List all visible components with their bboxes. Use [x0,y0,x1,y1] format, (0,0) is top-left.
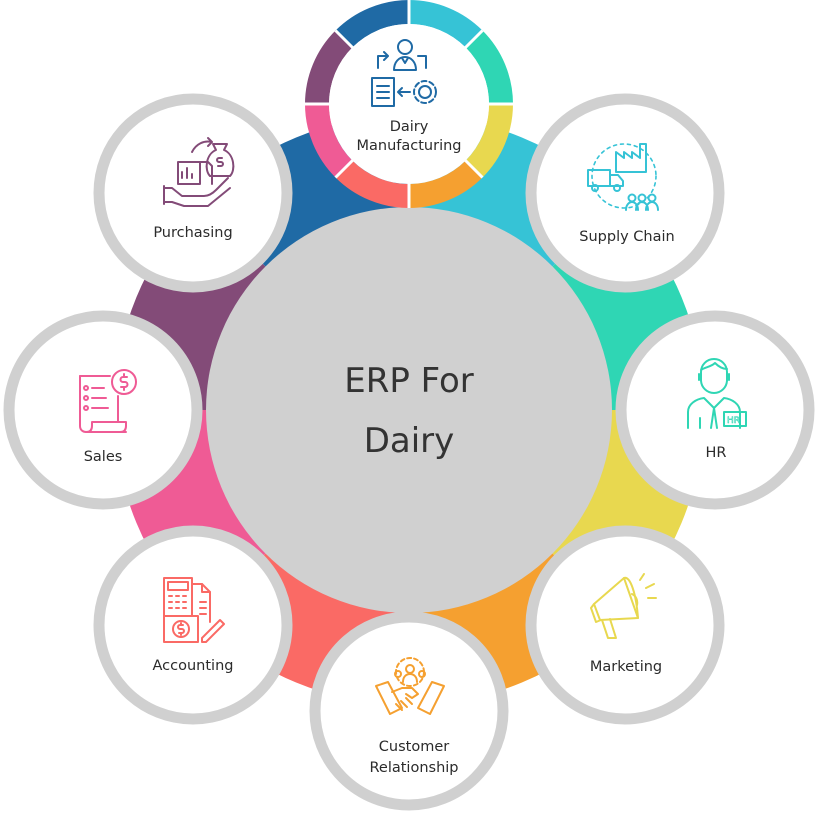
node-purchasing: Purchasing [93,93,293,293]
mini-ring-segment [305,30,353,104]
node-label: HR [706,445,727,461]
node-label: Dairy [390,119,429,135]
top-mini-ring [305,0,513,208]
node-label: Sales [84,449,123,465]
mini-ring-segment [465,104,513,178]
mini-ring-segment [409,0,483,48]
node-accounting: Accounting [93,525,293,725]
node-sales: Sales [3,310,203,510]
mini-ring-segment [335,0,409,48]
node-marketing: Marketing [525,525,725,725]
node-label: Purchasing [153,225,232,241]
manufacturing-icon [371,39,437,107]
center-circle [206,207,612,613]
node-label: Customer [379,739,449,755]
center-title-line1: ERP For [344,361,474,401]
node-hr: HR HR [615,310,815,510]
megaphone-icon [590,573,657,639]
calculator-icon [163,577,225,643]
node-label: Accounting [153,658,234,674]
handshake-icon [375,657,445,715]
supply-chain-icon [587,143,659,211]
node-label: Manufacturing [357,138,462,154]
node-dairy-manufacturing: Dairy Manufacturing [305,0,513,208]
node-label: Relationship [369,760,458,776]
mini-ring-segment [409,160,483,208]
center-title-line2: Dairy [364,421,455,461]
money-bag-icon [163,137,235,207]
mini-ring-segment [335,160,409,208]
mini-ring-segment [305,104,353,178]
node-label: Supply Chain [579,229,674,245]
svg-text:HR: HR [727,416,740,426]
node-customer-relationship: Customer Relationship [309,611,509,811]
mini-ring-segment [465,30,513,104]
node-supply-chain: Supply Chain [525,93,725,293]
hr-icon: HR [687,358,747,429]
node-label: Marketing [590,659,662,675]
invoice-icon [79,369,137,433]
